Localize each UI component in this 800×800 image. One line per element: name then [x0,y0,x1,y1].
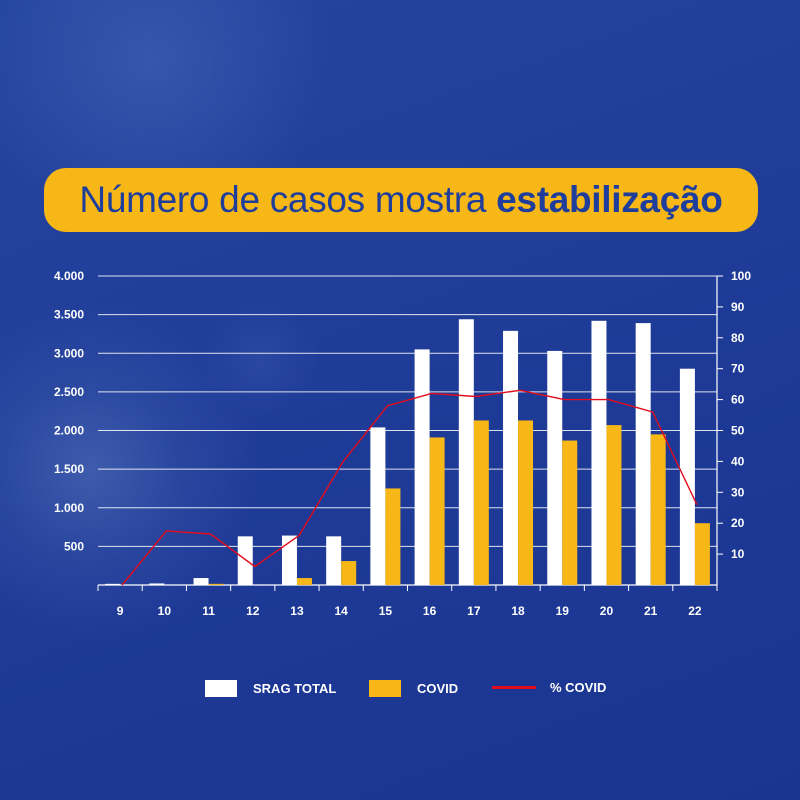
legend-item-pct-covid: % COVID [492,680,606,695]
x-tick-label: 22 [688,604,702,618]
legend-swatch-srag [205,680,237,697]
bar-covid [606,425,622,585]
x-tick-label: 14 [334,604,348,618]
x-tick-label: 13 [290,604,304,618]
legend-line-pct-covid [492,686,536,689]
legend-label-srag: SRAG TOTAL [253,681,337,696]
y-right-tick-label: 30 [731,485,745,499]
y-right-tick-label: 10 [731,547,745,561]
bar-srag-total [635,323,651,585]
y-right-tick-label: 80 [731,331,745,345]
y-right-tick-label: 20 [731,516,745,530]
bar-covid [385,488,401,585]
y-left-tick-label: 1.500 [54,462,84,476]
bar-srag-total [547,350,563,585]
bar-covid [429,437,445,585]
bar-srag-total [679,368,695,585]
bar-srag-total [370,427,386,585]
bar-srag-total [105,583,121,585]
x-tick-label: 9 [117,604,124,618]
bar-covid [208,583,224,585]
legend-label-covid: COVID [417,681,459,696]
y-left-tick-label: 3.500 [54,308,84,322]
bar-srag-total [591,320,607,585]
y-right-tick-label: 50 [731,424,745,438]
bar-srag-total [281,535,297,585]
title-text: Número de casos mostra [79,179,487,220]
chart-legend: SRAG TOTAL COVID % COVID [0,672,800,708]
x-tick-label: 17 [467,604,481,618]
y-right-tick-label: 60 [731,393,745,407]
bar-covid [518,420,534,585]
y-left-tick-label: 500 [64,539,84,553]
title-banner: Número de casos mostra estabilização [44,168,758,232]
y-left-tick-label: 3.000 [54,346,84,360]
x-tick-label: 19 [556,604,570,618]
y-right-tick-label: 90 [731,300,745,314]
y-left-tick-label: 4.000 [54,269,84,283]
bar-covid [650,434,666,585]
legend-item-srag: SRAG TOTAL [205,680,336,697]
y-right-tick-label: 40 [731,454,745,468]
bar-srag-total [458,319,474,585]
bar-covid [562,440,578,585]
x-tick-label: 18 [511,604,525,618]
bar-srag-total [326,536,342,585]
bar-srag-total [149,583,165,585]
bar-covid [473,420,489,585]
bar-srag-total [414,349,430,585]
bar-covid [694,523,710,585]
legend-item-covid: COVID [369,680,458,697]
x-tick-label: 16 [423,604,437,618]
y-left-tick-label: 1.000 [54,501,84,515]
y-right-tick-label: 70 [731,362,745,376]
x-tick-label: 10 [158,604,172,618]
bar-srag-total [503,330,519,585]
bar-srag-total [193,578,209,585]
line-pct-covid [121,389,698,586]
bar-srag-total [237,536,253,585]
x-tick-label: 11 [202,604,215,618]
x-tick-label: 12 [246,604,260,618]
title-emphasis: estabilização [496,179,723,220]
y-left-tick-label: 2.500 [54,385,84,399]
legend-swatch-covid [369,680,401,697]
x-tick-label: 15 [379,604,393,618]
y-right-tick-label: 100 [731,269,751,283]
bar-covid [296,578,312,585]
y-left-tick-label: 2.000 [54,424,84,438]
x-tick-label: 20 [600,604,614,618]
legend-label-pct-covid: % COVID [550,680,607,695]
bar-covid [341,561,357,585]
x-tick-label: 21 [644,604,658,618]
